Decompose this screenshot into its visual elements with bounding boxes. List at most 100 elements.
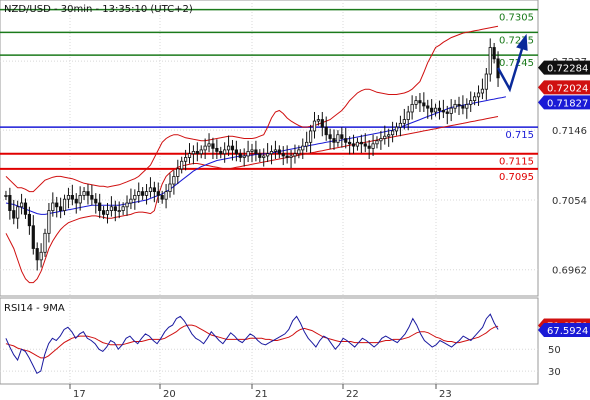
- rsi-line: [5, 313, 499, 374]
- price-tag-3-bg: [538, 95, 590, 110]
- resistance-level-2-label: 0.7275: [499, 35, 534, 46]
- candle-body: [363, 143, 367, 147]
- candle-body: [453, 103, 457, 109]
- candle-body: [230, 145, 235, 151]
- forecast-path: [496, 37, 527, 93]
- candle-body: [31, 225, 35, 249]
- candle-body: [348, 141, 352, 145]
- candle-body: [457, 103, 461, 107]
- date-label: 17: [73, 389, 86, 400]
- candle-body: [246, 151, 250, 157]
- price-tick-label: 0.7054: [552, 196, 587, 207]
- candle-body: [129, 198, 133, 204]
- candle-body: [258, 153, 262, 158]
- candle-body: [445, 111, 449, 114]
- candle-body: [152, 187, 156, 193]
- date-label: 23: [439, 389, 452, 400]
- rsi-tick-label: 50: [548, 345, 561, 356]
- candle-body: [62, 198, 67, 211]
- candle-body: [59, 206, 63, 211]
- rsi-tag-2-bg: [538, 322, 590, 337]
- candle-body: [406, 111, 410, 120]
- candle-body: [35, 248, 39, 261]
- candle-body: [449, 107, 453, 114]
- candle-body: [70, 195, 74, 200]
- candle-body: [461, 105, 465, 109]
- candle-body: [8, 195, 12, 211]
- candle-body: [410, 103, 414, 113]
- candle-body: [437, 107, 442, 111]
- candle-body: [226, 145, 231, 151]
- candle-body: [293, 153, 297, 157]
- candle-body: [426, 105, 430, 109]
- candle-body: [297, 149, 301, 155]
- candle-body: [359, 141, 363, 145]
- candle-body: [191, 151, 196, 155]
- candle-body: [12, 210, 16, 219]
- candle-body: [336, 134, 340, 143]
- candle-body: [308, 130, 313, 143]
- candle-body: [324, 126, 328, 136]
- candle-body: [269, 151, 274, 155]
- candle-body: [242, 155, 246, 158]
- candle-body: [250, 149, 254, 152]
- candle-body: [184, 157, 188, 162]
- candle-body: [301, 145, 305, 151]
- candle-body: [23, 202, 28, 215]
- candle-body: [121, 206, 125, 211]
- candle-body: [101, 210, 106, 215]
- price-tick-label: 0.6962: [552, 266, 587, 277]
- candle-body: [55, 202, 59, 208]
- candle-body: [94, 198, 98, 204]
- candle-body: [394, 126, 399, 132]
- support-level-2-label: 0.7095: [499, 172, 534, 183]
- date-label: 21: [255, 389, 268, 400]
- candle-body: [332, 138, 336, 143]
- candle-body: [305, 141, 309, 147]
- candle-body: [320, 119, 324, 128]
- rsi-tick-label: 30: [548, 367, 561, 378]
- candle-body: [340, 134, 344, 139]
- chart-title: NZD/USD - 30min - 13:35:10 (UTC+2): [4, 4, 193, 15]
- candle-body: [105, 210, 110, 215]
- candle-body: [219, 151, 223, 155]
- candle-body: [433, 107, 438, 113]
- candle-body: [211, 143, 215, 149]
- candle-body: [195, 151, 199, 155]
- candle-body: [117, 210, 121, 212]
- candle-body: [254, 149, 258, 155]
- candle-body: [312, 120, 317, 132]
- candle-body: [465, 103, 469, 109]
- price-tag-2-bg: [538, 80, 590, 95]
- candle-body: [176, 168, 180, 177]
- candle-body: [74, 198, 78, 204]
- candle-body: [133, 195, 137, 200]
- candle-body: [328, 134, 332, 139]
- candle-body: [398, 122, 403, 128]
- price-tick-label: 0.7146: [552, 126, 587, 137]
- rsi-title: RSI14 - 9MA: [4, 303, 65, 314]
- candle-body: [281, 153, 285, 157]
- candle-body: [78, 195, 82, 204]
- candle-body: [215, 147, 219, 152]
- candle-body: [113, 206, 117, 211]
- candle-body: [488, 47, 492, 75]
- candle-body: [144, 191, 149, 196]
- candle-body: [277, 149, 281, 155]
- candle-body: [223, 149, 227, 155]
- price-tag-3-text: 0.71827: [547, 98, 588, 109]
- candle-body: [402, 119, 406, 124]
- candle-body: [480, 88, 485, 94]
- support-level-1-label: 0.7115: [499, 157, 534, 168]
- candle-body: [125, 202, 129, 208]
- candle-body: [98, 202, 102, 211]
- candle-body: [390, 130, 395, 136]
- candle-body: [160, 195, 164, 200]
- candle-body: [234, 149, 238, 155]
- forecast-arrowhead: [516, 33, 528, 51]
- candle-body: [316, 119, 320, 122]
- candle-body: [86, 191, 90, 196]
- candle-body: [379, 138, 383, 142]
- candle-body: [441, 110, 445, 113]
